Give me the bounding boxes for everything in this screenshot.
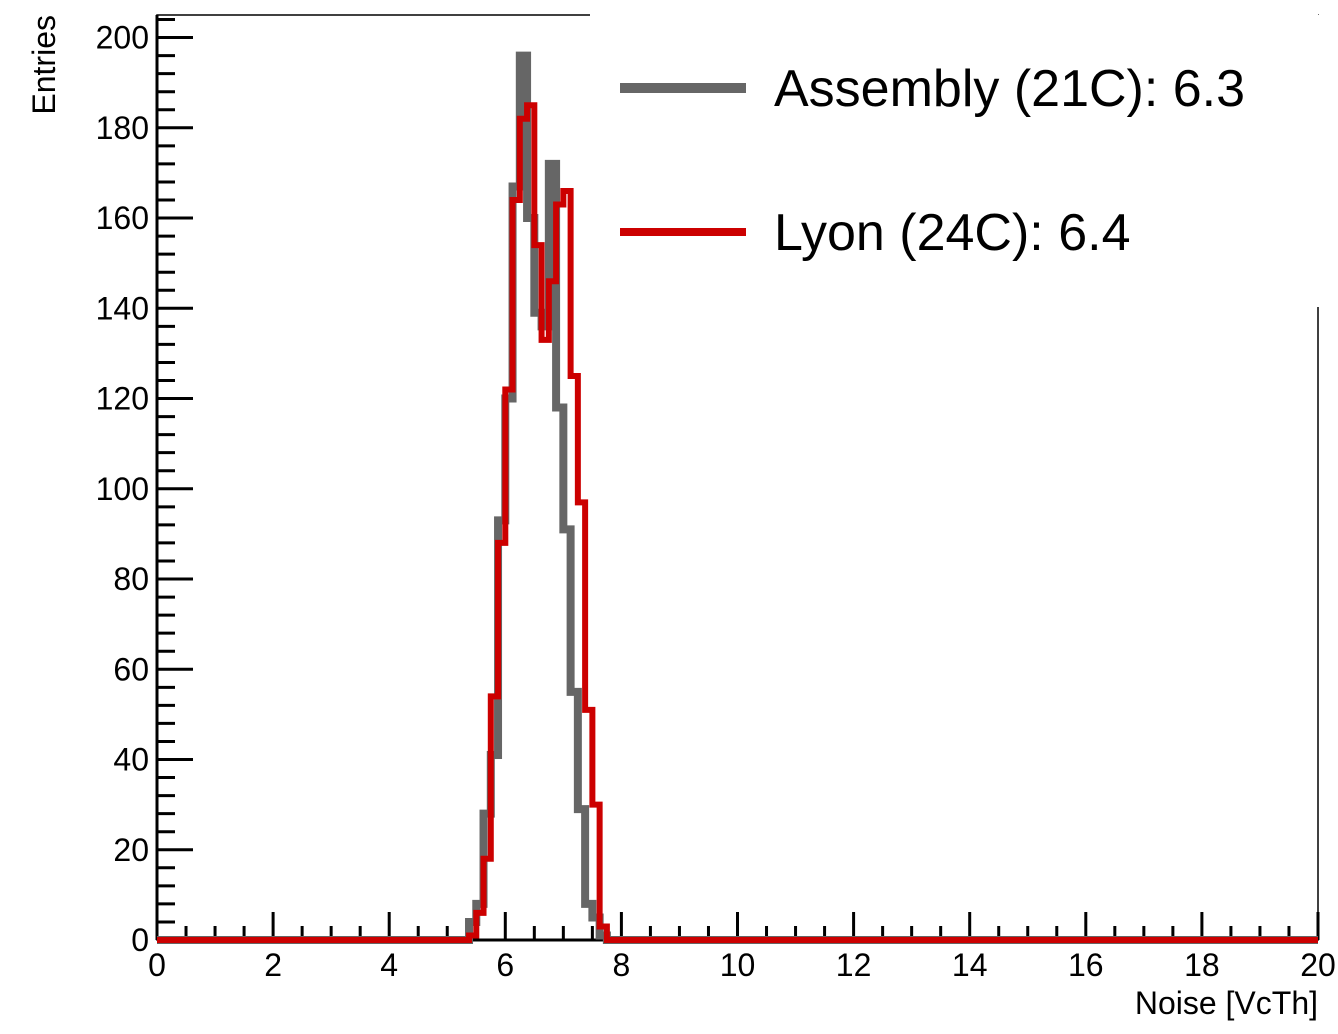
- histogram-bin: [534, 313, 541, 940]
- y-tick-label: 200: [96, 20, 149, 56]
- x-tick-label: 2: [264, 947, 282, 983]
- x-tick-label: 12: [836, 947, 872, 983]
- x-tick-label: 16: [1068, 947, 1104, 983]
- x-tick-label: 14: [952, 947, 988, 983]
- series-line-2: [157, 102, 1318, 943]
- histogram-bin: [520, 119, 527, 940]
- x-tick-label: 18: [1184, 947, 1220, 983]
- y-tick-label: 20: [113, 832, 149, 868]
- x-axis-title: Noise [VcTh]: [1135, 985, 1318, 1021]
- legend-label: Assembly (21C): 6.3: [774, 60, 1245, 118]
- histogram-bin: [542, 340, 549, 940]
- x-tick-label: 20: [1300, 947, 1336, 983]
- legend-box: [590, 15, 1318, 307]
- x-tick-label: 0: [148, 947, 166, 983]
- histogram-bin: [542, 326, 549, 940]
- y-tick-label: 100: [96, 471, 149, 507]
- y-tick-label: 0: [131, 922, 149, 958]
- y-tick-label: 120: [96, 381, 149, 417]
- histogram-bin: [527, 218, 534, 940]
- y-axis-title: Entries: [26, 15, 62, 115]
- x-tick-label: 10: [720, 947, 756, 983]
- x-tick-label: 4: [380, 947, 398, 983]
- legend-label: Lyon (24C): 6.4: [774, 204, 1130, 262]
- x-tick-label: 6: [496, 947, 514, 983]
- y-tick-label: 60: [113, 651, 149, 687]
- y-tick-label: 140: [96, 290, 149, 326]
- y-tick-label: 180: [96, 110, 149, 146]
- y-tick-label: 160: [96, 200, 149, 236]
- histogram-bin: [534, 245, 541, 940]
- y-tick-label: 80: [113, 561, 149, 597]
- y-tick-label: 40: [113, 742, 149, 778]
- x-tick-label: 8: [613, 947, 631, 983]
